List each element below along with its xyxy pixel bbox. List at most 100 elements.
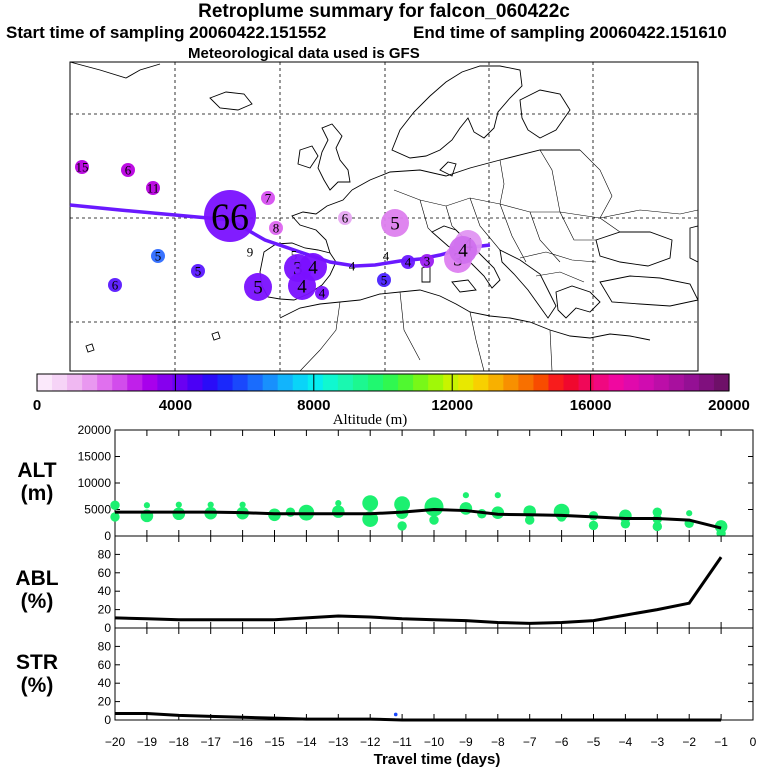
plume-cluster: 5 — [191, 264, 205, 279]
cluster-dot — [338, 211, 352, 225]
colorbar-cell — [307, 374, 324, 391]
colorbar-cell — [232, 374, 249, 391]
finland-coast — [519, 89, 571, 139]
cluster-label: 4 — [383, 249, 390, 264]
x-tick-label: −3 — [650, 735, 664, 749]
x-tick-label: −16 — [232, 735, 253, 749]
str-y-ticks: 0 20 40 60 80 — [98, 639, 753, 727]
colorbar-cell — [292, 374, 309, 391]
plume-cluster: 3 — [420, 254, 434, 269]
str-blue-marker — [393, 712, 398, 717]
cluster-label: 5 — [195, 264, 202, 279]
cluster-label: 5 — [390, 214, 400, 235]
abl-panel: ABL (%) 0 20 40 60 80 — [15, 535, 754, 635]
end-time: End time of sampling 20060422.151610 — [413, 23, 727, 42]
alt-bubble — [491, 506, 505, 519]
colorbar-cell — [653, 374, 670, 391]
colorbar-cell — [262, 374, 279, 391]
colorbar-cell — [518, 374, 535, 391]
borders-line-5 — [499, 203, 527, 263]
abl-x-ticks — [114, 536, 754, 628]
x-tick-label: −17 — [201, 735, 222, 749]
iceland-coast — [209, 91, 253, 111]
denmark-coast — [439, 161, 457, 177]
cluster-label: 66 — [211, 196, 249, 238]
cluster-label: 4 — [319, 286, 326, 301]
canary-islands — [211, 331, 221, 341]
alt-bubble — [652, 507, 662, 517]
colorbar-cell — [668, 374, 685, 391]
alt-bubble — [110, 500, 120, 510]
cluster-label: 9 — [247, 245, 254, 260]
plume-cluster: 7 — [261, 191, 275, 206]
alt-bubble — [429, 515, 439, 525]
alt-bubble — [652, 521, 662, 532]
plume-cluster: 4 — [315, 286, 329, 301]
x-tick-label: −12 — [360, 735, 381, 749]
x-axis-label: Travel time (days) — [374, 751, 501, 768]
cluster-dot — [288, 272, 316, 300]
cluster-label: 5 — [155, 249, 162, 264]
cluster-dot — [191, 264, 205, 278]
x-tick-label: −5 — [587, 735, 601, 749]
cluster-label: 4 — [297, 277, 307, 298]
cluster-dot — [449, 236, 477, 264]
alt-ylabel: ALT — [17, 459, 56, 482]
colorbar-tick-label: 4000 — [159, 397, 192, 414]
plume-cluster: 9 — [247, 245, 254, 260]
alt-bubble — [175, 501, 182, 508]
str-ylabel-units: (%) — [21, 674, 54, 697]
ireland-coast — [297, 145, 319, 169]
x-tick-label: −4 — [619, 735, 633, 749]
plume-cluster: 66 — [204, 190, 256, 242]
cluster-label: 5 — [253, 278, 263, 299]
x-tick-label: −8 — [491, 735, 505, 749]
colorbar-cell — [638, 374, 655, 391]
alt-y-ticks: 0 5000 10000 15000 20000 — [78, 423, 753, 543]
alt-bubble — [172, 507, 186, 521]
france-coast — [291, 189, 353, 254]
retroplume-track — [69, 203, 491, 268]
colorbar-cell — [37, 374, 53, 391]
alt-bubble — [714, 520, 728, 533]
y-tick-label: 5000 — [84, 503, 111, 517]
borders-line-2 — [419, 199, 433, 233]
colorbar-cell — [127, 374, 143, 391]
colorbar-cell — [187, 374, 204, 391]
x-tick-label: −13 — [328, 735, 349, 749]
x-tick-label: −14 — [296, 735, 317, 749]
colorbar-cell — [217, 374, 234, 391]
cluster-dot — [377, 273, 391, 287]
colorbar-tick-label: 20000 — [708, 397, 750, 414]
abl-y-ticks: 0 20 40 60 80 — [98, 547, 753, 635]
y-tick-label: 20 — [98, 695, 112, 709]
y-tick-label: 0 — [104, 713, 111, 727]
y-tick-label: 60 — [98, 658, 112, 672]
turkey-coast — [599, 275, 699, 307]
y-tick-label: 40 — [98, 676, 112, 690]
cluster-dot — [315, 286, 329, 300]
colorbar-cell — [623, 374, 640, 391]
x-tick-label: −9 — [459, 735, 473, 749]
x-tick-label: −18 — [169, 735, 190, 749]
plume-cluster: 5 — [244, 273, 272, 301]
colorbar-cell — [82, 374, 98, 391]
colorbar-cell — [593, 374, 610, 391]
y-tick-label: 80 — [98, 547, 112, 561]
plume-cluster: 5 — [377, 273, 391, 288]
colorbar-cell — [142, 374, 158, 391]
scandinavia-coast — [391, 65, 523, 159]
x-tick-label: −7 — [523, 735, 537, 749]
colorbar-cell — [202, 374, 219, 391]
britain-coast — [317, 123, 351, 191]
borders-line-1 — [393, 189, 601, 219]
cluster-dot — [381, 209, 409, 237]
cluster-label: 4 — [308, 258, 318, 279]
colorbar-cell — [398, 374, 414, 391]
colorbar-cell — [503, 374, 519, 391]
alt-bubble — [686, 510, 693, 517]
cluster-dot — [269, 221, 283, 235]
plume-cluster: 6 — [121, 163, 135, 178]
colorbar-cell — [428, 374, 444, 391]
